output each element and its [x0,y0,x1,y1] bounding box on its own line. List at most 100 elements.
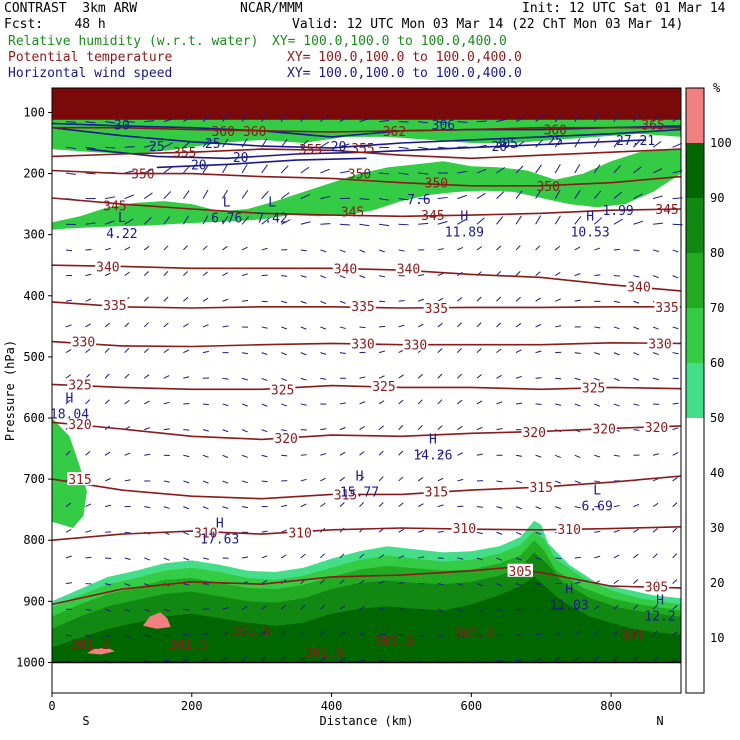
colorbar-label: 40 [710,466,724,480]
wind-vector [496,506,503,509]
theta-label-bg [451,521,478,534]
colorbar-label: 50 [710,411,724,425]
wind-vector [183,297,189,302]
wind-vector [378,425,384,430]
theta-label: 301 [620,629,643,644]
y-tick-label: 500 [23,350,45,364]
wind-vector [456,347,462,353]
wind-vector [85,450,91,456]
wind-vector [476,608,483,613]
wind-vector [144,144,155,148]
theta-label: 315 [334,488,357,503]
wind-vector [183,658,190,662]
wind-vector [633,326,640,330]
wind-vector [378,502,384,507]
wind-vector [574,273,581,277]
wind-vector [144,660,151,663]
wind-vector [672,477,678,482]
wind-vector [242,506,249,509]
wind-vector [633,220,644,225]
wind-vector [554,215,561,225]
wind-vector [320,428,327,431]
wind-vector [104,608,111,612]
wind-vector [85,608,92,611]
theta-label-bg [507,563,533,577]
wind-vector [300,166,310,174]
wind-vector [85,273,92,277]
wind-vector [261,326,268,329]
wind-vector [320,452,327,456]
colorbar-segment [686,363,704,418]
wind-vector [241,190,249,199]
theta-label: 330 [72,336,95,351]
wind-vector [222,506,229,509]
wind-vector [144,634,151,638]
wind-vector [535,115,544,123]
wind-vector [613,630,619,636]
colorbar-label: 70 [710,301,724,315]
wind-vector [261,630,267,636]
extremum-value: 18.04 [50,408,89,423]
wind-vector [554,245,561,251]
wind-vector [261,580,268,585]
wind-vector [476,192,486,200]
wind-vector [515,506,522,510]
wind-vector [515,245,521,251]
wind-vector [418,222,429,225]
wind-vector [613,248,620,251]
wind-vector [339,579,345,584]
wind-vector [594,480,601,483]
wind-vector [320,114,329,122]
plot-frame [51,87,682,694]
wind-vector [672,452,679,456]
theta-label: 320 [592,422,615,437]
wind-vector [574,403,581,407]
theta-label: 325 [372,380,395,395]
wind-vector [652,656,659,662]
theta-label-bg [70,334,97,348]
wind-vector [183,557,190,561]
wind-vector [65,146,76,150]
wind-vector [144,453,151,456]
field-xy-rh: XY= 100.0,100.0 to 100.0,400.0 [272,34,507,49]
wind-vector [300,113,308,122]
wind-vector [417,424,423,430]
wind-vector [359,476,365,482]
wind-vector [320,477,326,482]
wind-vector [574,246,581,251]
wind-vector [280,604,286,610]
wind-vector [476,168,487,174]
colorbar-segment [686,473,704,528]
wind-vector [339,631,346,636]
wind-vector [515,215,522,225]
wind-vector [222,377,229,380]
wind-vector [261,164,268,174]
wind-vector [496,401,503,405]
wind-vector [281,219,291,225]
extremum-marker: L [118,211,126,226]
theta-label: 301.4 [455,627,494,642]
theta-label: 320 [274,432,297,447]
wind-vector [417,399,423,405]
colorbar-label: 60 [710,356,724,370]
wind-vector [574,189,581,199]
wind-vector [418,172,429,175]
wind-vector [104,220,115,225]
wind-vector [300,300,307,304]
wind-vector [320,377,327,380]
wind-vector [437,608,444,612]
wind-vector [280,656,286,661]
wind-vector [85,222,96,225]
theta-label-bg [643,579,670,593]
wind-vector [476,557,483,561]
wind-vector [437,451,443,456]
wind-vector [672,326,679,330]
colorbar-label: 90 [710,191,724,205]
theta-label: 315 [529,481,552,496]
wind-vector [515,454,523,457]
wind-vector [281,377,287,382]
wind-vector [320,249,327,253]
theta-label: 350 [536,180,559,195]
wind-vector [85,556,92,559]
wind-vector [398,528,405,533]
